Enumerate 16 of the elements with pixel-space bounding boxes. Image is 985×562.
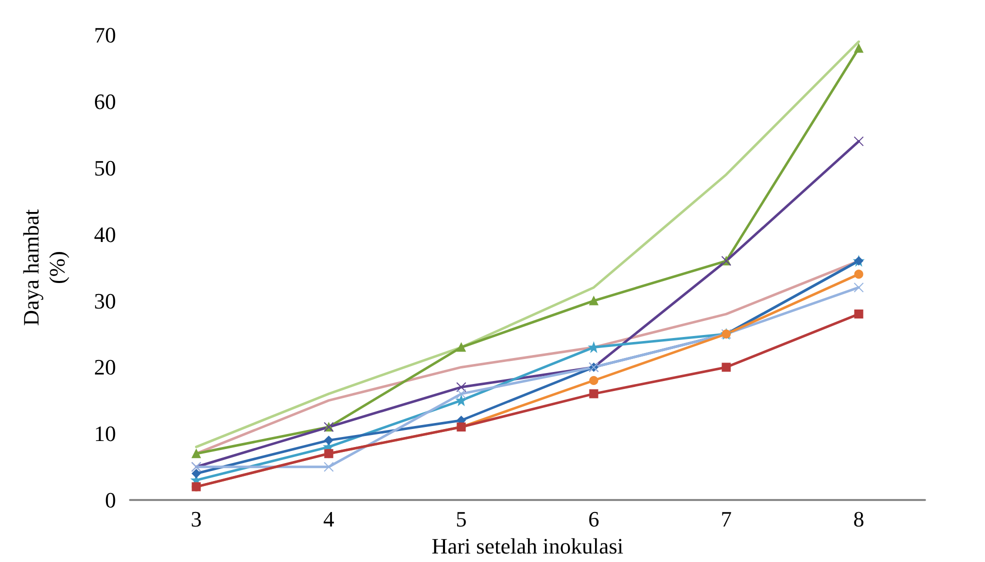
x-tick-label: 6 — [588, 506, 600, 532]
y-axis-title: Daya hambat (%) — [18, 209, 70, 326]
x-axis-title: Hari setelah inokulasi — [432, 534, 624, 558]
y-tick-label: 30 — [94, 288, 116, 314]
y-tick-label: 10 — [94, 421, 116, 446]
x-tick-label: 7 — [720, 506, 732, 532]
y-tick-label: 70 — [94, 22, 116, 48]
y-tick-label: 0 — [105, 488, 116, 513]
x-tick-label: 5 — [456, 506, 467, 532]
y-tick-label: 20 — [94, 354, 116, 380]
x-tick-label: 8 — [853, 506, 864, 532]
y-tick-label: 40 — [94, 222, 116, 247]
y-tick-label: 50 — [94, 155, 116, 180]
x-tick-label: 3 — [190, 506, 202, 532]
y-tick-label: 60 — [94, 88, 116, 114]
x-tick-label: 4 — [323, 506, 334, 532]
